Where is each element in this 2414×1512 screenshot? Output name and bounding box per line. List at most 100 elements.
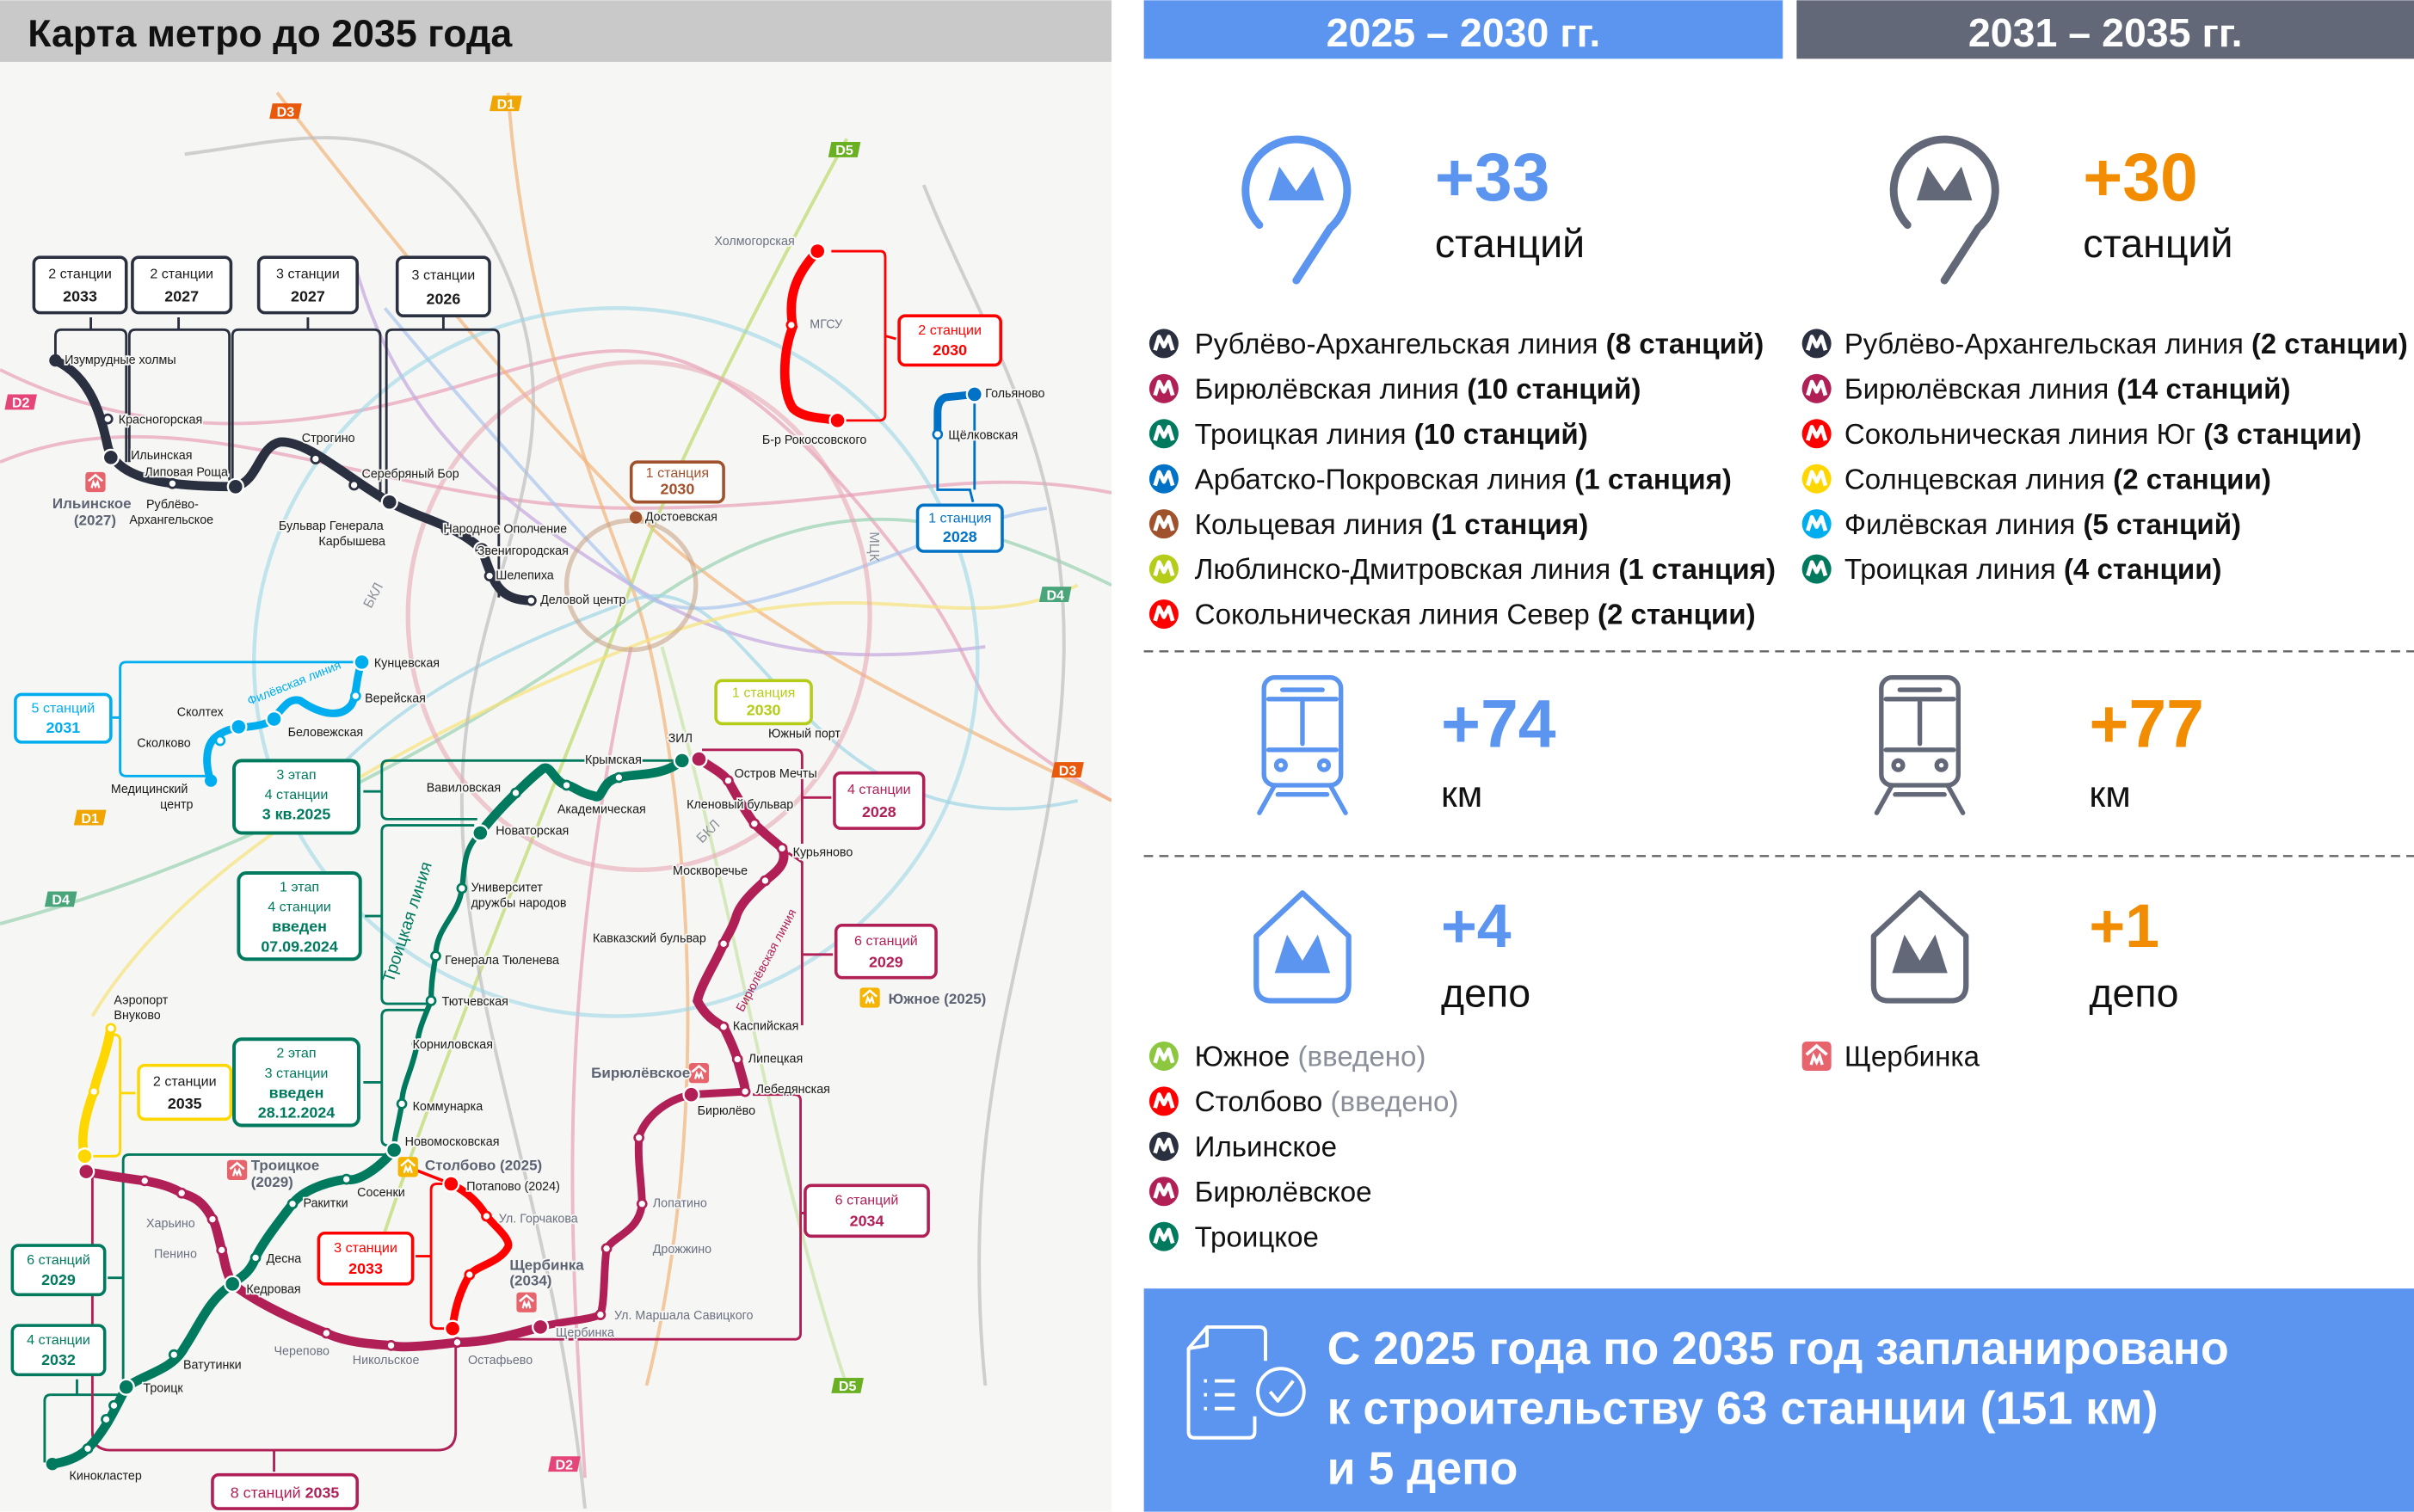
summary-line-1: С 2025 года по 2035 год запланировано — [1327, 1323, 2229, 1374]
station[interactable] — [82, 1442, 94, 1454]
line-row: Рублёво-Архангельская линия (2 станции) — [1844, 329, 2408, 360]
station[interactable] — [102, 413, 114, 425]
interchange-station[interactable] — [682, 1085, 700, 1103]
station[interactable] — [760, 875, 771, 887]
callout-year: 2033 — [63, 288, 97, 305]
station[interactable] — [108, 1399, 120, 1411]
station[interactable] — [717, 937, 730, 950]
station[interactable] — [600, 1243, 613, 1255]
station[interactable] — [348, 479, 360, 491]
station[interactable] — [88, 1085, 100, 1097]
station[interactable] — [723, 775, 734, 786]
terminal-station[interactable] — [629, 511, 643, 524]
interchange-station[interactable] — [532, 1318, 550, 1337]
interchange-station[interactable] — [444, 1319, 462, 1337]
station[interactable] — [731, 1054, 743, 1065]
station[interactable] — [321, 1327, 332, 1339]
station[interactable] — [456, 882, 468, 894]
interchange-station[interactable] — [76, 1147, 94, 1165]
depot-label: Щербинка — [509, 1257, 584, 1274]
interchange-station[interactable] — [380, 493, 398, 511]
station[interactable] — [932, 428, 944, 440]
interchange-station[interactable] — [353, 653, 371, 671]
station[interactable] — [483, 570, 496, 581]
interchange-station[interactable] — [385, 1141, 403, 1159]
station[interactable] — [481, 1210, 492, 1222]
station[interactable] — [411, 1038, 423, 1049]
station[interactable] — [214, 734, 226, 747]
interchange-station[interactable] — [117, 1378, 135, 1396]
interchange-station[interactable] — [473, 541, 491, 559]
station[interactable] — [739, 1085, 751, 1097]
interchange-station[interactable] — [809, 242, 827, 261]
station[interactable] — [168, 1349, 180, 1361]
terminal-station[interactable] — [46, 1458, 59, 1471]
station[interactable] — [561, 779, 572, 791]
line-row: Рублёво-Архангельская линия (8 станций) — [1195, 329, 1764, 360]
metro-line-icon — [1801, 554, 1832, 584]
station-label: Черепово — [274, 1344, 330, 1358]
interchange-station[interactable] — [224, 1275, 242, 1293]
interchange-station[interactable] — [77, 1163, 95, 1181]
station[interactable] — [594, 1309, 607, 1320]
line-name: Филёвская линия — [1844, 509, 2084, 541]
terminal-station[interactable] — [205, 774, 218, 787]
station[interactable] — [139, 1175, 151, 1187]
station[interactable] — [776, 843, 788, 854]
diameter-label: D2 — [12, 396, 30, 411]
background-line — [275, 91, 1112, 802]
bracket-line — [112, 661, 358, 778]
depot-count: +1 — [2089, 892, 2159, 961]
callout-year: 2035 — [168, 1095, 202, 1112]
line-name: Кольцевая линия — [1195, 509, 1432, 541]
station[interactable] — [785, 319, 797, 331]
station[interactable] — [206, 1214, 219, 1226]
callout-box: 3 станции 2026 — [395, 255, 491, 317]
station[interactable] — [286, 1198, 299, 1210]
station[interactable] — [216, 1245, 228, 1256]
interchange-station[interactable] — [230, 717, 248, 736]
station[interactable] — [440, 524, 453, 536]
interchange-station[interactable] — [965, 385, 983, 403]
station[interactable] — [350, 690, 361, 702]
station-label: Ильинская — [131, 449, 192, 463]
period-label: 2031 – 2035 гг. — [1968, 10, 2243, 55]
station[interactable] — [341, 1173, 352, 1185]
station[interactable] — [385, 1340, 397, 1351]
metro-line-icon — [1801, 373, 1832, 403]
station[interactable] — [636, 1198, 648, 1210]
station[interactable] — [430, 950, 441, 962]
station[interactable] — [101, 1413, 112, 1425]
interchange-station[interactable] — [226, 477, 244, 495]
station-label: Щёлковская — [948, 429, 1018, 443]
interchange-station[interactable] — [471, 824, 490, 842]
sokolnicheskaya-south-line — [446, 1180, 513, 1333]
depot-row: Ильинское — [1195, 1131, 1337, 1163]
station[interactable] — [510, 787, 521, 799]
station[interactable] — [167, 477, 178, 489]
depot-icon — [688, 1063, 710, 1084]
station[interactable] — [176, 1187, 188, 1199]
station[interactable] — [526, 594, 537, 606]
interchange-station[interactable] — [102, 448, 120, 466]
interchange-station[interactable] — [673, 752, 691, 770]
interchange-station[interactable] — [265, 710, 283, 728]
station[interactable] — [717, 1021, 730, 1033]
station[interactable] — [452, 1337, 463, 1349]
station[interactable] — [633, 1132, 645, 1144]
station[interactable] — [613, 771, 625, 784]
station[interactable] — [310, 453, 322, 464]
station[interactable] — [105, 1023, 117, 1035]
interchange-station[interactable] — [690, 750, 708, 768]
station[interactable] — [425, 995, 437, 1006]
line-station-count: (5 станций) — [2083, 509, 2241, 541]
station[interactable] — [396, 1098, 408, 1109]
interchange-station[interactable] — [442, 1175, 460, 1193]
terminal-station[interactable] — [49, 353, 62, 367]
station[interactable] — [748, 818, 761, 830]
diameter-label: D2 — [556, 1457, 574, 1472]
station[interactable] — [464, 1269, 476, 1281]
interchange-station[interactable] — [828, 411, 847, 429]
bracket-line — [416, 1183, 452, 1331]
station[interactable] — [249, 1252, 262, 1263]
